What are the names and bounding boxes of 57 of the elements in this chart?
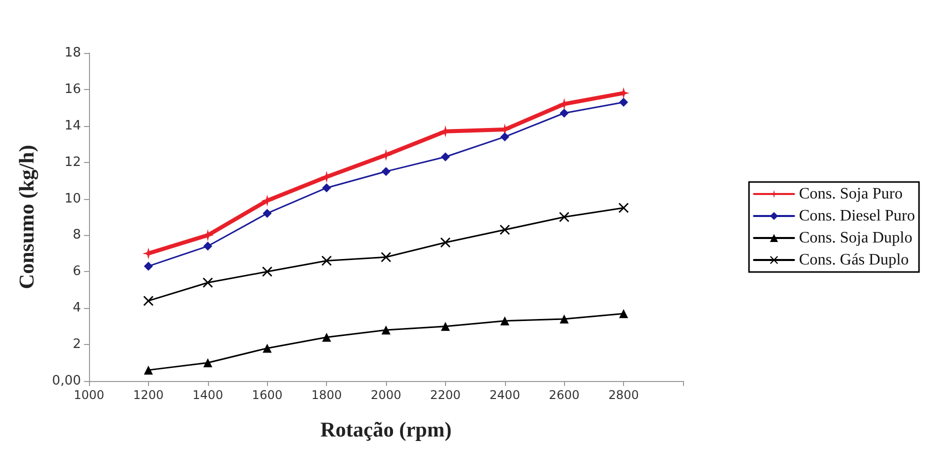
point xyxy=(262,266,272,277)
y-tick-label: 16 xyxy=(64,82,81,97)
y-tick-label: 0,00 xyxy=(52,374,81,388)
x-tick-label: 1400 xyxy=(192,388,224,402)
point xyxy=(322,256,332,266)
point xyxy=(144,262,153,271)
point xyxy=(142,247,154,260)
point xyxy=(322,183,332,192)
point xyxy=(559,212,570,222)
point xyxy=(203,242,212,251)
x-axis-title: Rotação (rpm) xyxy=(320,418,452,442)
y-tick-label: 12 xyxy=(64,154,81,170)
x-tick-label: 2800 xyxy=(608,388,639,402)
x-tick-label: 1000 xyxy=(74,388,104,402)
y-tick-label: 2 xyxy=(72,337,81,352)
point xyxy=(440,322,450,331)
point xyxy=(560,108,569,118)
point xyxy=(380,149,392,162)
y-tick-label: 14 xyxy=(64,118,81,134)
point xyxy=(261,194,274,207)
y-tick-label: 4 xyxy=(72,300,81,316)
y-tick-label: 18 xyxy=(64,46,81,60)
x-tick-label: 2600 xyxy=(548,388,580,402)
point xyxy=(143,296,154,306)
point xyxy=(560,314,569,324)
point xyxy=(202,278,213,288)
point xyxy=(262,344,272,353)
point xyxy=(618,202,629,213)
y-tick-label: 10 xyxy=(64,191,81,206)
legend-label: Cons. Gás Duplo xyxy=(799,252,909,268)
x-tick-label: 1800 xyxy=(311,388,342,402)
y-tick-label: 6 xyxy=(72,264,81,280)
point xyxy=(500,316,510,326)
x-tick-label: 1600 xyxy=(252,388,282,402)
point xyxy=(619,98,628,107)
point xyxy=(144,366,153,375)
point xyxy=(500,132,510,142)
point xyxy=(320,170,333,183)
point xyxy=(381,252,391,262)
legend-label: Cons. Diesel Puro xyxy=(799,208,915,224)
point xyxy=(262,208,272,218)
x-tick-label: 2000 xyxy=(370,388,402,402)
point xyxy=(322,332,332,342)
legend-label: Cons. Soja Puro xyxy=(799,186,903,202)
point xyxy=(382,166,390,176)
y-axis-title: Consumo (kg/h) xyxy=(14,144,38,290)
point xyxy=(440,152,450,162)
point xyxy=(440,238,450,248)
x-tick-label: 1200 xyxy=(133,388,164,402)
x-tick-label: 2400 xyxy=(490,388,520,402)
point xyxy=(382,325,390,334)
point xyxy=(619,309,628,318)
point xyxy=(500,224,510,235)
point xyxy=(203,358,212,368)
x-tick-label: 2200 xyxy=(430,388,461,402)
y-tick-label: 8 xyxy=(72,228,81,243)
legend-label: Cons. Soja Duplo xyxy=(799,230,912,246)
